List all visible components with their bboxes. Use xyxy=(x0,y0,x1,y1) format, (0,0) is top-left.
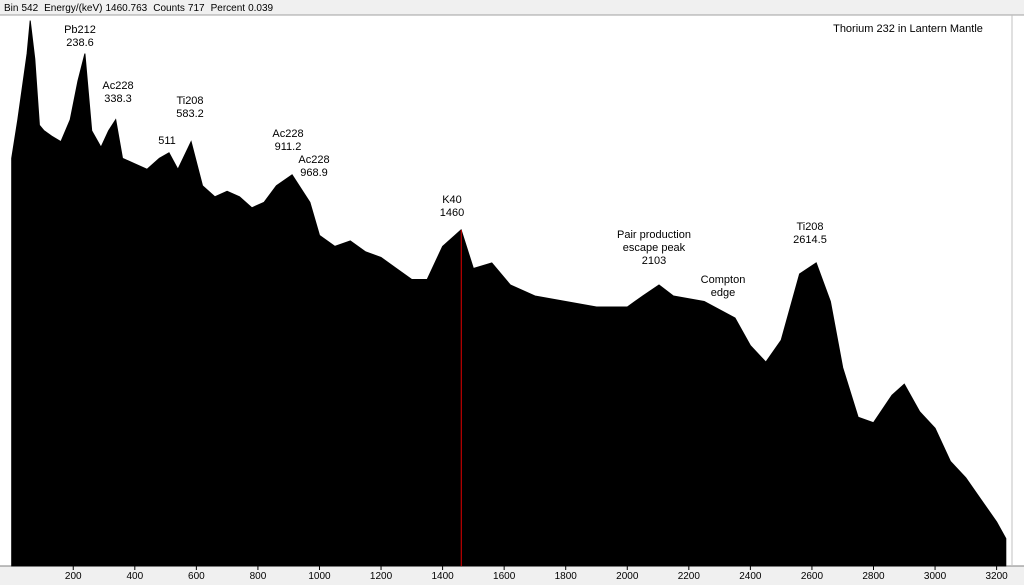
annotation: Compton xyxy=(701,274,746,286)
annotation: 338.3 xyxy=(104,93,132,105)
annotation: Pb212 xyxy=(64,24,96,36)
chart-title: Thorium 232 in Lantern Mantle xyxy=(833,23,983,35)
x-tick-label: 400 xyxy=(126,571,143,582)
x-tick-label: 2800 xyxy=(862,571,885,582)
status-bar xyxy=(0,0,1024,15)
annotation: 2103 xyxy=(642,255,666,267)
x-tick-label: 1000 xyxy=(308,571,331,582)
x-tick-label: 2400 xyxy=(739,571,762,582)
annotation: 968.9 xyxy=(300,167,328,179)
status-value: 717 xyxy=(188,3,205,14)
annotation: Ac228 xyxy=(298,154,329,166)
annotation: Ti208 xyxy=(176,95,203,107)
annotation: Ac228 xyxy=(272,128,303,140)
x-tick-label: 600 xyxy=(188,571,205,582)
annotation: 2614.5 xyxy=(793,234,827,246)
status-value: 1460.763 xyxy=(106,3,148,14)
x-tick-label: 800 xyxy=(250,571,267,582)
x-tick-label: 2200 xyxy=(678,571,701,582)
annotation: Pair production xyxy=(617,229,691,241)
annotation: 511 xyxy=(158,135,176,147)
x-tick-label: 3000 xyxy=(924,571,947,582)
annotation: 1460 xyxy=(440,207,464,219)
status-label: Counts xyxy=(153,3,185,14)
x-tick-label: 3200 xyxy=(985,571,1008,582)
annotation: Ti208 xyxy=(796,221,823,233)
annotation: Ac228 xyxy=(102,80,133,92)
x-tick-label: 2000 xyxy=(616,571,639,582)
x-tick-label: 1200 xyxy=(370,571,393,582)
annotation: K40 xyxy=(442,194,462,206)
annotation: escape peak xyxy=(623,242,686,254)
x-tick-label: 1600 xyxy=(493,571,516,582)
status-value: 542 xyxy=(21,3,38,14)
x-tick-label: 1800 xyxy=(555,571,578,582)
x-tick-label: 2600 xyxy=(801,571,824,582)
x-tick-label: 1400 xyxy=(431,571,454,582)
annotation: 911.2 xyxy=(275,141,302,153)
status-label: Bin xyxy=(4,3,18,14)
status-label: Energy/(keV) xyxy=(44,3,102,14)
x-axis-bar xyxy=(0,566,1024,585)
status-label: Percent xyxy=(211,3,246,14)
spectrum-area xyxy=(11,20,1007,567)
annotation: edge xyxy=(711,287,735,299)
annotation: 583.2 xyxy=(176,108,204,120)
status-value: 0.039 xyxy=(248,3,273,14)
x-tick-label: 200 xyxy=(65,571,82,582)
annotation: 238.6 xyxy=(66,37,94,49)
